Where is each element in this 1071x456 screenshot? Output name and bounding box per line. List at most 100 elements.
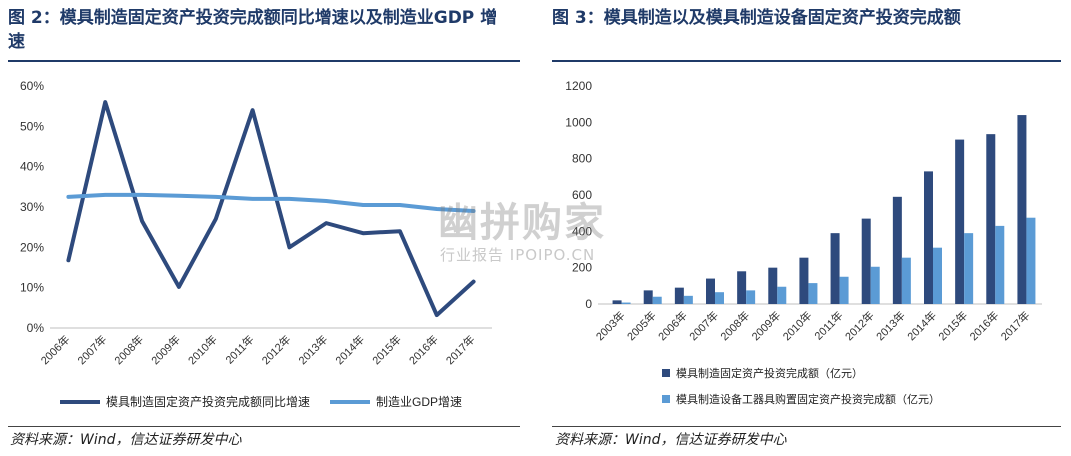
data-point bbox=[66, 195, 70, 199]
x-tick-label: 2006年 bbox=[655, 308, 690, 343]
data-point bbox=[287, 245, 291, 249]
right-bar-chart: 0 200 400 600 800 1000 1200 2003年2005年2006年2007… bbox=[565, 79, 1042, 406]
y-tick-label: 20% bbox=[20, 240, 44, 254]
y-tick-label: 1000 bbox=[565, 115, 592, 129]
bar-equipment bbox=[933, 247, 942, 304]
data-point bbox=[103, 193, 107, 197]
x-tick-label: 2010年 bbox=[185, 332, 220, 367]
data-point bbox=[103, 100, 107, 104]
x-tick-label: 2012年 bbox=[259, 332, 294, 367]
left-title-rule bbox=[8, 60, 520, 62]
y-tick-label: 10% bbox=[20, 281, 44, 295]
right-source-note: 资料来源：Wind，信达证券研发中心 bbox=[555, 432, 787, 448]
x-tick-label: 2005年 bbox=[624, 308, 659, 343]
data-point bbox=[435, 207, 439, 211]
legend-swatch bbox=[662, 369, 670, 377]
data-point bbox=[435, 313, 439, 317]
bar-investment bbox=[924, 171, 933, 304]
data-point bbox=[398, 229, 402, 233]
x-tick-label: 2008年 bbox=[717, 308, 752, 343]
x-tick-label: 2016年 bbox=[406, 332, 441, 367]
x-tick-label: 2017年 bbox=[998, 308, 1033, 343]
bar-investment bbox=[799, 257, 809, 304]
y-tick-label: 0 bbox=[585, 297, 592, 311]
x-tick-label: 2006年 bbox=[38, 332, 73, 367]
bar-investment bbox=[861, 218, 871, 304]
x-tick-label: 2003年 bbox=[593, 308, 628, 343]
data-point bbox=[287, 197, 291, 201]
bar-investment bbox=[643, 290, 653, 304]
right-source-rule bbox=[552, 426, 1061, 427]
y-tick-label: 200 bbox=[572, 261, 592, 275]
x-tick-label: 2017年 bbox=[443, 332, 478, 367]
data-point bbox=[214, 217, 218, 221]
bar-investment bbox=[892, 196, 902, 304]
bar-investment bbox=[986, 134, 996, 304]
left-source-note: 资料来源：Wind，信达证券研发中心 bbox=[10, 432, 242, 448]
x-tick-label: 2011年 bbox=[222, 332, 256, 366]
bar-equipment bbox=[870, 266, 880, 304]
x-tick-label: 2011年 bbox=[811, 308, 845, 342]
legend-label: 模具制造固定资产投资完成额（亿元） bbox=[676, 366, 863, 380]
y-tick-label: 40% bbox=[20, 160, 44, 174]
series-line-investment bbox=[66, 100, 476, 318]
left-source-rule bbox=[8, 426, 520, 427]
y-tick-label: 0% bbox=[27, 321, 45, 335]
data-point bbox=[66, 258, 70, 262]
x-tick-label: 2015年 bbox=[935, 308, 970, 343]
y-tick-label: 60% bbox=[20, 79, 44, 93]
data-point bbox=[214, 195, 218, 199]
bar-equipment bbox=[715, 292, 724, 304]
data-point bbox=[324, 221, 328, 225]
bar-equipment bbox=[621, 302, 631, 304]
x-tick-label: 2015年 bbox=[369, 332, 404, 367]
bar-equipment bbox=[777, 286, 787, 304]
bar-investment bbox=[674, 287, 684, 304]
bar-equipment bbox=[964, 233, 974, 304]
data-point bbox=[324, 199, 328, 203]
bar-investment bbox=[612, 300, 622, 304]
legend-label: 制造业GDP增速 bbox=[376, 395, 462, 409]
bar-equipment bbox=[808, 283, 818, 304]
bar-equipment bbox=[901, 257, 911, 304]
legend-label: 模具制造设备工器具购置固定资产投资完成额（亿元） bbox=[676, 392, 940, 406]
y-tick-label: 1200 bbox=[565, 79, 592, 93]
data-point bbox=[177, 285, 181, 289]
right-title-rule bbox=[552, 60, 1061, 62]
bar-investment bbox=[955, 139, 965, 304]
y-tick-label: 50% bbox=[20, 119, 44, 133]
data-point bbox=[177, 194, 181, 198]
x-tick-label: 2013年 bbox=[295, 332, 330, 367]
x-tick-label: 2009年 bbox=[148, 332, 183, 367]
left-chart-title: 图 2：模具制造固定资产投资完成额同比增速以及制造业GDP 增速 bbox=[8, 8, 498, 52]
bar-investment bbox=[737, 271, 747, 304]
bar-equipment bbox=[1026, 217, 1036, 304]
x-tick-label: 2014年 bbox=[904, 308, 939, 343]
x-tick-label: 2016年 bbox=[966, 308, 1001, 343]
y-tick-label: 800 bbox=[572, 152, 592, 166]
legend-label: 模具制造固定资产投资完成额同比增速 bbox=[106, 394, 310, 409]
bar-equipment bbox=[746, 290, 756, 304]
data-point bbox=[140, 193, 144, 197]
data-point bbox=[361, 203, 365, 207]
y-tick-label: 30% bbox=[20, 200, 44, 214]
y-tick-label: 600 bbox=[572, 188, 592, 202]
bar-equipment bbox=[683, 295, 693, 304]
bar-investment bbox=[706, 278, 715, 304]
x-tick-label: 2009年 bbox=[748, 308, 783, 343]
data-point bbox=[472, 280, 476, 284]
data-point bbox=[472, 209, 476, 213]
data-point bbox=[398, 203, 402, 207]
x-tick-label: 2008年 bbox=[111, 332, 146, 367]
x-tick-label: 2007年 bbox=[686, 308, 721, 343]
bar-equipment bbox=[839, 276, 849, 304]
right-chart-title: 图 3：模具制造以及模具制造设备固定资产投资完成额 bbox=[552, 8, 961, 28]
data-point bbox=[140, 219, 144, 223]
bar-investment bbox=[1017, 115, 1027, 304]
legend-swatch bbox=[662, 395, 670, 403]
bar-equipment bbox=[995, 225, 1005, 304]
bar-investment bbox=[830, 233, 840, 304]
left-line-chart: 0% 10% 20% 30% 40% 50% 60% 2006年 2007年 2008年 2009年… bbox=[20, 79, 492, 409]
series-line-gdp bbox=[66, 192, 476, 214]
bar-investment bbox=[768, 267, 778, 304]
